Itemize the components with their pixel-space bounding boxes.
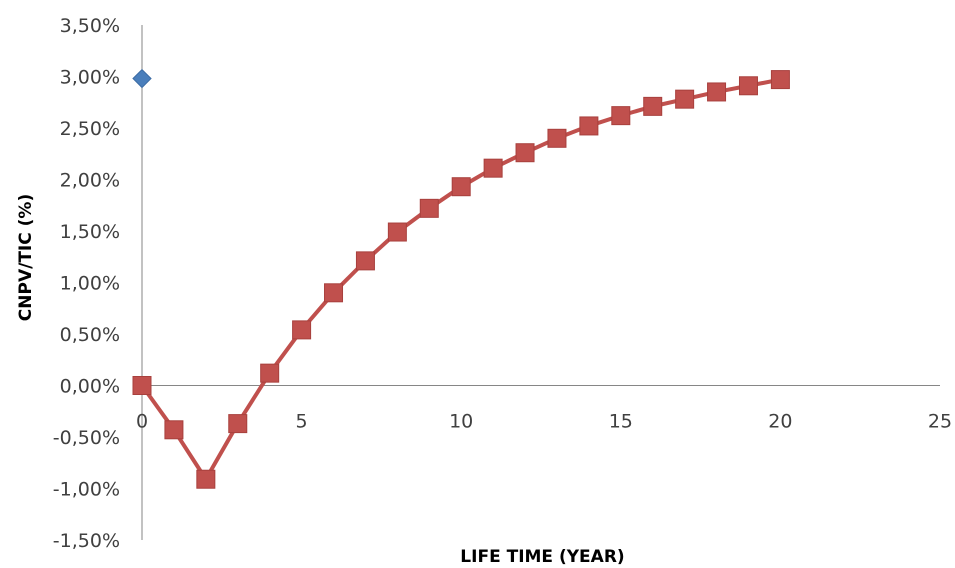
data-point: [196, 469, 216, 489]
data-point: [132, 376, 152, 395]
x-tick-label: 20: [768, 411, 792, 433]
data-point: [675, 89, 695, 109]
x-tick-label: 5: [296, 411, 308, 433]
y-tick-label: 1,00%: [60, 273, 120, 295]
y-tick-label: -1,00%: [53, 479, 120, 501]
data-point: [515, 143, 535, 163]
y-tick-label: 3,00%: [60, 67, 120, 89]
data-point: [451, 177, 471, 197]
y-tick-labels: 3,50% 3,00% 2,50% 2,00% 1,50% 1,00% 0,50% 0,00%…: [53, 15, 120, 552]
data-point: [164, 420, 184, 440]
data-point: [132, 68, 152, 89]
data-point: [419, 198, 439, 218]
axes: [141, 25, 940, 540]
y-tick-label: 0,50%: [60, 324, 120, 346]
data-point: [292, 320, 312, 340]
y-tick-label: -0,50%: [53, 427, 120, 449]
x-tick-label: 15: [609, 411, 633, 433]
y-tick-label: 3,50%: [60, 15, 120, 37]
y-tick-label: -1,50%: [53, 530, 120, 552]
series-0: [132, 68, 152, 89]
data-point: [770, 70, 790, 90]
data-point: [387, 222, 407, 242]
data-point: [228, 414, 248, 434]
data-point: [611, 106, 631, 126]
series-layer: [132, 68, 790, 489]
x-tick-label: 0: [136, 411, 148, 433]
x-axis-title: LIFE TIME (YEAR): [460, 547, 624, 567]
data-point: [707, 82, 727, 102]
data-point: [324, 283, 344, 303]
data-point: [483, 158, 503, 178]
y-tick-label: 1,50%: [60, 221, 120, 243]
data-point: [579, 116, 599, 136]
x-tick-labels: 0 5 10 15 20 25: [136, 411, 952, 433]
y-tick-label: 2,50%: [60, 118, 120, 140]
data-point: [260, 363, 280, 383]
y-tick-label: 2,00%: [60, 170, 120, 192]
data-point: [738, 76, 758, 96]
data-point: [355, 251, 375, 271]
series-1: [132, 70, 790, 489]
data-point: [547, 128, 567, 148]
x-tick-label: 10: [449, 411, 473, 433]
y-axis-title: CNPV/TIC (%): [16, 194, 36, 321]
y-tick-label: 0,00%: [60, 376, 120, 398]
x-tick-label: 25: [928, 411, 952, 433]
data-point: [643, 96, 663, 116]
